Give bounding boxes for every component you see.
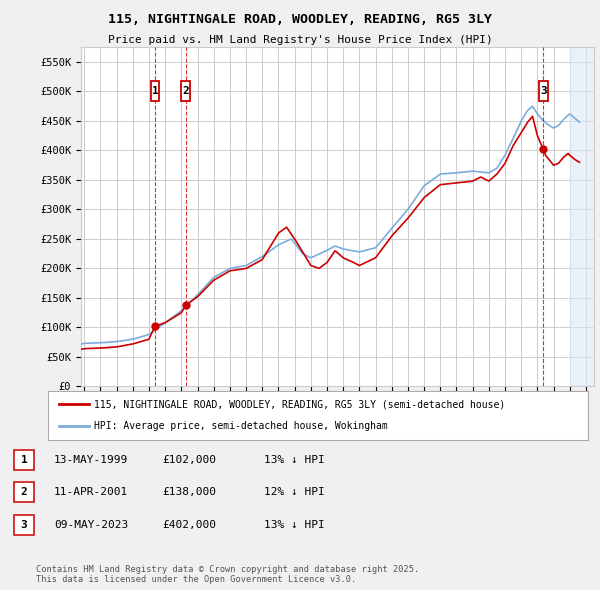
Text: £402,000: £402,000 [162, 520, 216, 530]
Text: 2: 2 [20, 487, 28, 497]
Text: £102,000: £102,000 [162, 455, 216, 465]
FancyBboxPatch shape [539, 81, 548, 101]
Text: 13% ↓ HPI: 13% ↓ HPI [264, 455, 325, 465]
Text: 3: 3 [540, 86, 547, 96]
Text: 09-MAY-2023: 09-MAY-2023 [54, 520, 128, 530]
FancyBboxPatch shape [181, 81, 190, 101]
Text: Price paid vs. HM Land Registry's House Price Index (HPI): Price paid vs. HM Land Registry's House … [107, 35, 493, 45]
Text: 13% ↓ HPI: 13% ↓ HPI [264, 520, 325, 530]
FancyBboxPatch shape [151, 81, 160, 101]
Text: 1: 1 [20, 455, 28, 465]
Text: 115, NIGHTINGALE ROAD, WOODLEY, READING, RG5 3LY: 115, NIGHTINGALE ROAD, WOODLEY, READING,… [108, 13, 492, 26]
Bar [570, 47, 594, 386]
Text: Contains HM Land Registry data © Crown copyright and database right 2025.
This d: Contains HM Land Registry data © Crown c… [36, 565, 419, 584]
Text: 13-MAY-1999: 13-MAY-1999 [54, 455, 128, 465]
Text: 2: 2 [182, 86, 189, 96]
Text: HPI: Average price, semi-detached house, Wokingham: HPI: Average price, semi-detached house,… [94, 421, 388, 431]
Text: 3: 3 [20, 520, 28, 530]
Text: 115, NIGHTINGALE ROAD, WOODLEY, READING, RG5 3LY (semi-detached house): 115, NIGHTINGALE ROAD, WOODLEY, READING,… [94, 399, 505, 409]
Text: £138,000: £138,000 [162, 487, 216, 497]
Bar [570, 47, 594, 386]
Text: 11-APR-2001: 11-APR-2001 [54, 487, 128, 497]
Text: 1: 1 [152, 86, 158, 96]
Text: 12% ↓ HPI: 12% ↓ HPI [264, 487, 325, 497]
